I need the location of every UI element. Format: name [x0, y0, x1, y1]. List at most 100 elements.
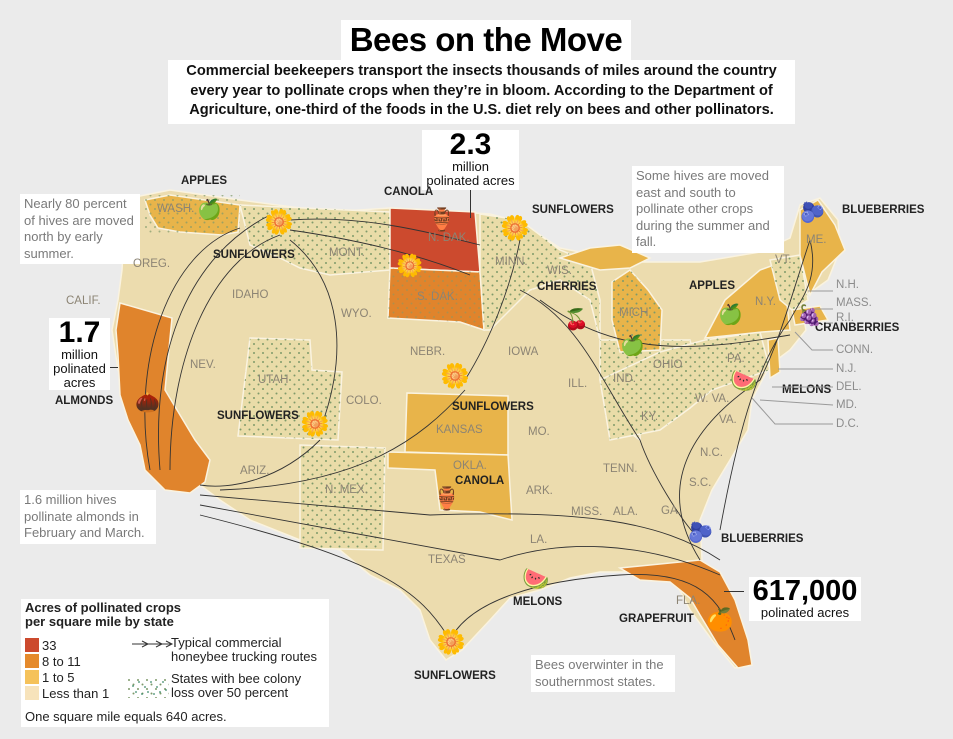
- state-label: KY.: [641, 411, 659, 423]
- state-label-outside: MASS.: [836, 297, 872, 309]
- state-oklahoma: [387, 451, 513, 521]
- state-label: ME.: [806, 234, 827, 246]
- sunflower-icon: 🌼: [396, 253, 424, 278]
- crop-label: SUNFLOWERS: [452, 401, 534, 413]
- state-label-outside: R.I.: [836, 312, 854, 324]
- crop-label: SUNFLOWERS: [213, 249, 295, 261]
- state-label: COLO.: [346, 395, 382, 407]
- state-label: IOWA: [508, 346, 539, 358]
- state-label: GA.: [661, 505, 681, 517]
- state-label-outside: N.J.: [836, 363, 857, 375]
- crop-label: CHERRIES: [537, 281, 597, 293]
- state-label: WASH.: [157, 203, 195, 215]
- crop-label: CRANBERRIES: [815, 322, 900, 334]
- swatch-lt-1: [25, 686, 39, 700]
- crop-label: SUNFLOWERS: [414, 670, 496, 682]
- apple-icon: 🍏: [718, 304, 743, 326]
- melon-icon: 🍉: [730, 368, 758, 393]
- note-almonds: 1.6 million hives pollinate almonds in F…: [20, 490, 156, 544]
- state-label: N.Y.: [755, 296, 776, 308]
- note-winter: Bees overwinter in the southernmost stat…: [531, 655, 675, 692]
- callout-value: 617,000: [752, 575, 858, 607]
- state-label-outside: MD.: [836, 399, 858, 411]
- state-label: VT.: [775, 254, 792, 266]
- callout-value: 2.3: [449, 128, 492, 161]
- legend-loss: States with bee colony loss over 50 perc…: [171, 672, 301, 700]
- state-label-outside: N.H.: [836, 279, 859, 291]
- legend-item: 33: [25, 638, 56, 653]
- state-label: TEXAS: [428, 554, 466, 566]
- state-label: IDAHO: [232, 289, 269, 301]
- state-michigan-upper: [557, 244, 652, 271]
- crop-label: BLUEBERRIES: [721, 533, 804, 545]
- title-box: Bees on the Move: [341, 20, 631, 60]
- crop-label: ALMONDS: [55, 395, 114, 407]
- legend-loss-line: loss over 50 percent: [171, 685, 289, 700]
- route-arrow-icon: [132, 640, 174, 648]
- state-label-outside: CONN.: [836, 344, 874, 356]
- state-label: LA.: [530, 534, 548, 546]
- note-east: Some hives are moved east and south to p…: [632, 166, 784, 253]
- callout-california: 1.7 million polinated acres: [49, 318, 110, 390]
- state-label: ARIZ.: [240, 465, 270, 477]
- subtitle: Commercial beekeepers transport the inse…: [168, 60, 795, 124]
- state-label: N. DAK.: [428, 232, 470, 244]
- cranberries-icon: 🍇: [797, 305, 822, 327]
- callout-north-dakota: 2.3 million polinated acres: [422, 130, 519, 190]
- state-label: S. DAK.: [417, 291, 458, 303]
- melon-icon: 🍉: [522, 566, 550, 591]
- state-label: MICH.: [619, 307, 652, 319]
- legend-title: Acres of pollinated crops per square mil…: [25, 601, 181, 629]
- legend-routes: Typical commercial honeybee trucking rou…: [171, 636, 317, 664]
- note-north: Nearly 80 percent of hives are moved nor…: [20, 194, 140, 264]
- state-label: ILL.: [568, 378, 588, 390]
- callout-leader: [110, 367, 118, 368]
- state-label: WYO.: [341, 308, 372, 320]
- swatch-1-5: [25, 670, 39, 684]
- legend-footnote: One square mile equals 640 acres.: [25, 709, 227, 724]
- state-label: ARK.: [526, 485, 553, 497]
- state-mass: [791, 305, 830, 326]
- legend-item: Less than 1: [25, 686, 109, 701]
- callout-leader: [470, 190, 471, 218]
- page-title: Bees on the Move: [349, 21, 623, 58]
- state-label: CALIF.: [66, 295, 101, 307]
- state-label: WIS.: [547, 265, 572, 277]
- legend-routes-line: Typical commercial: [171, 635, 282, 650]
- state-label: MONT.: [329, 247, 365, 259]
- apple-icon: 🍏: [620, 335, 645, 357]
- state-label: MISS.: [571, 506, 603, 518]
- sunflower-icon: 🌼: [440, 363, 470, 390]
- callout-florida: 617,000 polinated acres: [749, 577, 861, 621]
- sunflower-icon: 🌼: [500, 215, 530, 242]
- swatch-8-11: [25, 654, 39, 668]
- blueberries-icon: 🫐: [800, 202, 825, 224]
- blueberries-icon: 🫐: [688, 522, 713, 544]
- callout-line: million: [61, 347, 98, 362]
- crop-label: MELONS: [513, 596, 563, 608]
- state-label: S.C.: [689, 477, 712, 489]
- state-label: W. VA.: [695, 393, 730, 405]
- crop-label: APPLES: [689, 280, 736, 292]
- legend-title-line: per square mile by state: [25, 614, 174, 629]
- sunflower-icon: 🌼: [300, 411, 330, 438]
- legend-loss-line: States with bee colony: [171, 671, 302, 686]
- state-label: OREG.: [133, 258, 171, 270]
- legend-item: 8 to 11: [25, 654, 81, 669]
- crop-label: APPLES: [181, 175, 228, 187]
- callout-line: polinated: [53, 361, 106, 376]
- legend-label: 8 to 11: [42, 654, 81, 669]
- state-maine: [799, 199, 846, 298]
- state-label: N. MEX.: [325, 484, 368, 496]
- legend-label: Less than 1: [42, 686, 110, 701]
- state-label: ALA.: [613, 506, 638, 518]
- dots-pattern-icon: [127, 678, 169, 698]
- crop-label: BLUEBERRIES: [842, 204, 925, 216]
- state-label: UTAH: [258, 374, 289, 386]
- state-label: MO.: [528, 426, 550, 438]
- state-label: OKLA.: [453, 460, 487, 472]
- callout-leader: [724, 591, 744, 592]
- almonds-icon: 🌰: [135, 392, 160, 414]
